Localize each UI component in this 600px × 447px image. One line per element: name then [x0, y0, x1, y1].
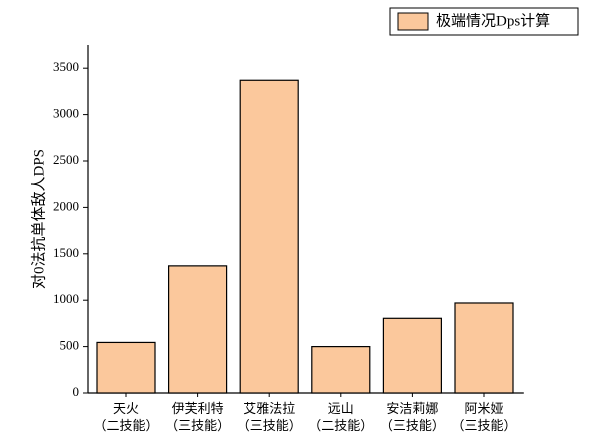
bar [454, 302, 514, 394]
legend-swatch [397, 12, 429, 31]
y-tick-label: 3000 [53, 106, 79, 121]
bar [96, 341, 156, 394]
y-axis-label: 对0法抗单体敌人DPS [30, 149, 47, 289]
x-tick-label: 伊芙利特 [172, 401, 224, 416]
bar [382, 317, 442, 394]
y-tick-label: 3500 [53, 59, 79, 74]
x-tick-label: （三技能） [237, 418, 302, 433]
y-tick-label: 2500 [53, 152, 79, 167]
bar [311, 346, 371, 394]
x-tick-label: 安洁莉娜 [386, 401, 438, 416]
y-tick-label: 2000 [53, 198, 79, 213]
y-tick-label: 1500 [53, 245, 79, 260]
bar [239, 79, 299, 394]
x-tick-label: 远山 [328, 401, 354, 416]
x-tick-label: （二技能） [308, 418, 373, 433]
x-tick-label: （二技能） [93, 418, 158, 433]
x-tick-label: （三技能） [165, 418, 230, 433]
x-tick-label: （三技能） [380, 418, 445, 433]
x-tick-label: 阿米娅 [464, 401, 503, 416]
x-tick-label: 艾雅法拉 [243, 401, 295, 416]
y-tick-label: 1000 [53, 291, 79, 306]
legend-label: 极端情况Dps计算 [436, 11, 550, 29]
bar [168, 265, 228, 394]
x-tick-label: （三技能） [451, 418, 516, 433]
x-tick-label: 天火 [113, 401, 139, 416]
y-tick-label: 0 [73, 384, 80, 399]
y-tick-label: 500 [60, 338, 80, 353]
